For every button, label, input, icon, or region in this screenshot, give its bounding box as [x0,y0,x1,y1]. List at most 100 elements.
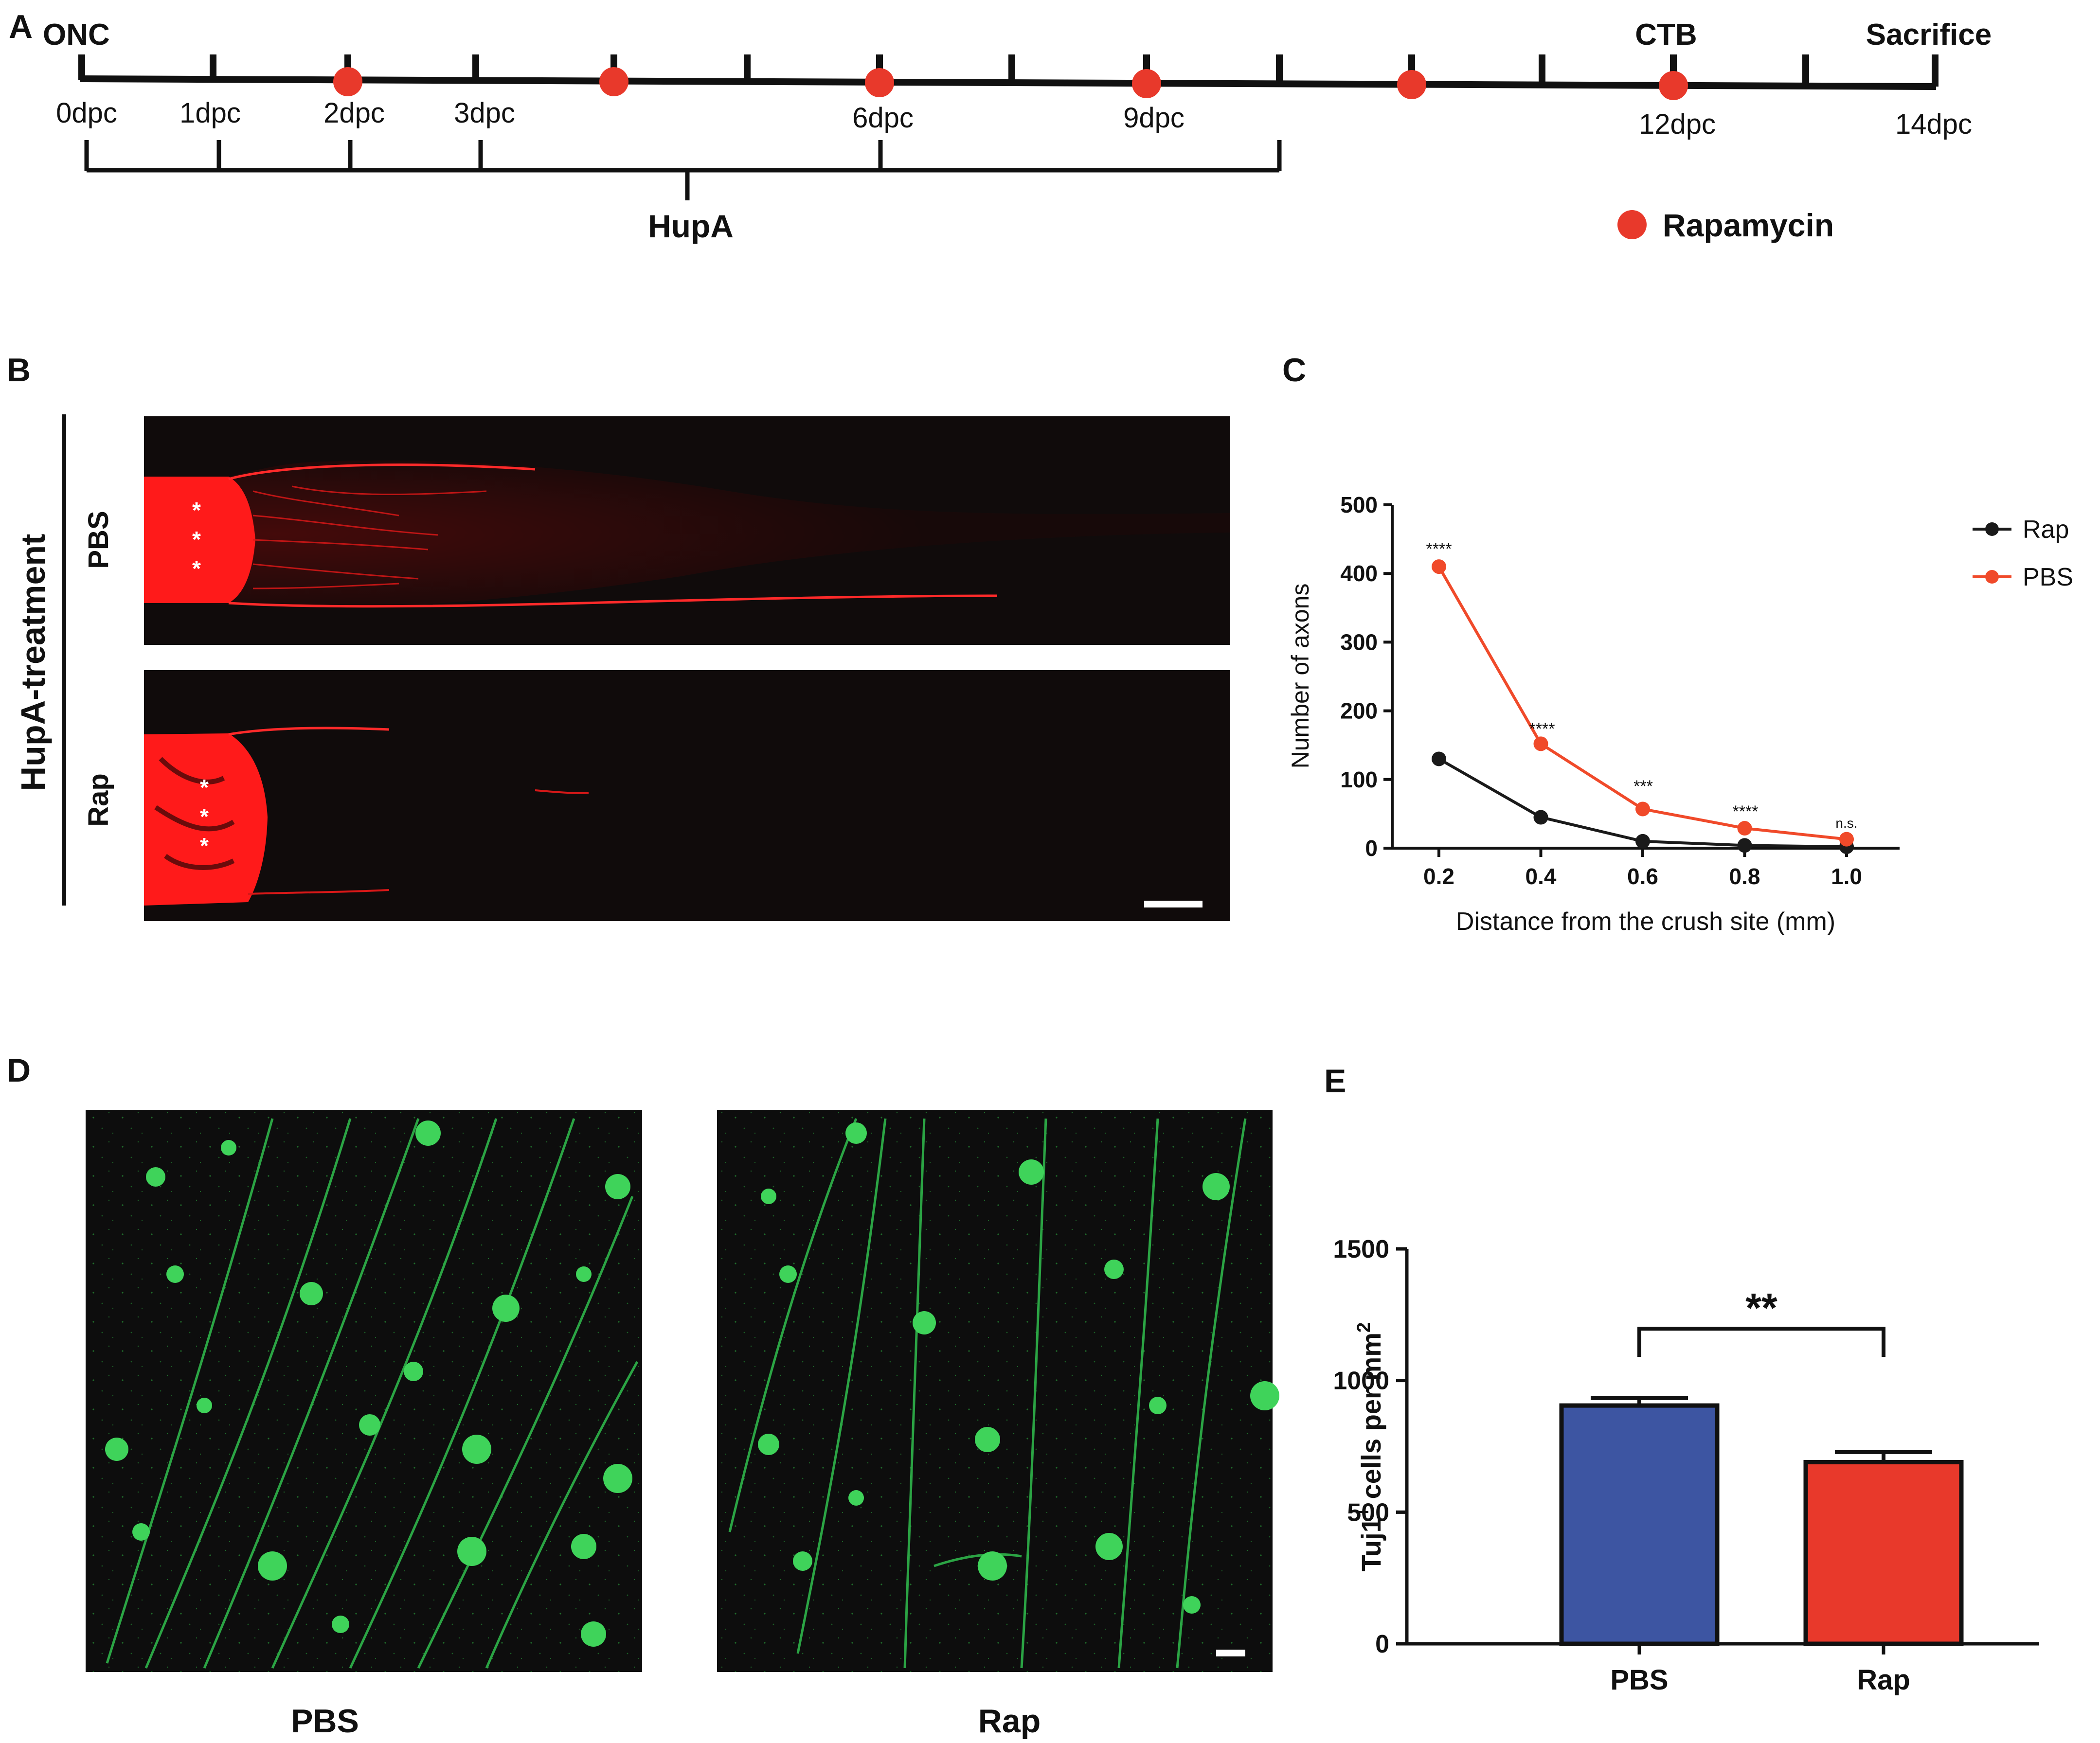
hupa-bracket [84,140,1282,200]
svg-text:*: * [192,498,201,523]
c-series [1432,559,1854,854]
c-point-rap [1635,834,1650,849]
c-x-tick-label: 0.2 [1423,864,1454,889]
timeline-start-label: ONC [43,18,110,52]
day-label: 2dpc [323,97,385,129]
micrograph-pbs-green [86,1110,642,1672]
panel-e: E 0 500 1000 1500 PBS Rap Tuj1+ cells per mm… [1324,1063,2039,1696]
e-y-tick-label: 500 [1347,1498,1389,1527]
c-point-pbs [1533,736,1548,751]
panel-letter-a: A [9,8,33,45]
e-bars [1559,1396,1964,1646]
day-label: 14dpc [1895,108,1972,140]
treatment-label: HupA-treatment [14,534,52,791]
c-series-line-pbs [1437,566,1847,841]
legend-marker-rap [1985,522,1999,536]
c-x-ticks: 0.2 0.4 0.6 0.8 1.0 [1423,848,1862,889]
c-y-tick-label: 500 [1340,492,1378,517]
svg-text:*: * [200,833,209,858]
crush-site-asterisks-rap: * * * [200,775,209,858]
scale-bar-green [1216,1650,1245,1656]
scale-bar [1144,901,1203,907]
e-ylabel-rest: cells per mm [1356,1333,1386,1507]
e-ylabel-main: Tuj1 [1356,1517,1386,1571]
micrograph-rap-green [717,1110,1279,1672]
c-y-axis-label: Number of axons [1287,584,1314,769]
micrograph-pbs-red: * * * [144,416,1230,645]
svg-text:*: * [192,556,201,581]
row-label-pbs: PBS [83,511,114,569]
c-point-rap [1737,838,1752,853]
panel-letter-b: B [7,352,31,389]
e-x-tick-label: PBS [1610,1664,1668,1696]
c-point-rap [1533,810,1548,825]
panel-letter-e: E [1324,1063,1346,1100]
e-y-ticks: 0 500 1000 1500 [1333,1235,1407,1658]
c-y-tick-label: 400 [1340,561,1378,586]
c-x-axis-label: Distance from the crush site (mm) [1456,907,1835,936]
day-label: 12dpc [1639,108,1716,140]
timeline-day-labels: 0dpc 1dpc 2dpc 3dpc 6dpc 9dpc 12dpc 14dp… [56,97,1972,140]
day-label: 6dpc [852,102,914,134]
timeline-ctb-label: CTB [1635,18,1697,52]
timeline-end-label: Sacrifice [1866,18,1992,52]
e-y-tick-label: 0 [1375,1630,1389,1658]
e-x-tick-label: Rap [1857,1664,1910,1696]
crush-site-asterisks: * * * [192,498,201,581]
panel-a: A ONC CTB Sacrifice [9,8,1992,244]
svg-text:*: * [192,527,201,552]
legend-marker-pbs [1985,570,1999,584]
rapamycin-legend-label: Rapamycin [1663,207,1834,243]
e-ylabel-sup: + [1354,1507,1374,1517]
rapamycin-legend-marker [1617,210,1647,239]
sig-label: *** [1633,777,1653,796]
d-label-pbs: PBS [291,1703,359,1740]
svg-text:*: * [200,804,209,829]
day-label: 9dpc [1123,102,1185,134]
c-point-pbs [1432,559,1446,574]
svg-text:*: * [200,775,209,800]
panel-d: D [7,1052,1279,1740]
sig-label: **** [1426,540,1452,558]
panel-letter-c: C [1282,352,1306,389]
day-label: 3dpc [454,97,515,129]
c-x-tick-label: 1.0 [1831,864,1862,889]
e-ylabel-sup2: 2 [1354,1322,1374,1333]
timeline-axis [80,75,1937,90]
legend-label-rap: Rap [2023,516,2069,544]
c-point-pbs [1839,832,1854,847]
d-label-rap: Rap [978,1703,1041,1740]
c-point-pbs [1737,821,1752,836]
c-y-tick-label: 300 [1340,629,1378,655]
sig-label: **** [1529,720,1555,738]
e-significance-label: ** [1745,1285,1777,1331]
day-label: 1dpc [179,97,241,129]
rapamycin-markers [333,67,1688,100]
e-significance-bracket [1637,1327,1885,1357]
c-significance: **** **** *** **** n.s. [1426,540,1858,831]
e-y-axis-label: Tuj1+ cells per mm2 [1354,1322,1386,1571]
sig-label: **** [1733,802,1759,821]
c-y-tick-label: 100 [1340,767,1378,792]
c-x-tick-label: 0.8 [1729,864,1760,889]
c-y-ticks: 0 100 200 300 400 500 [1340,492,1392,861]
e-bar-rap [1803,1459,1964,1646]
c-y-tick-label: 200 [1340,698,1378,724]
panel-c: C 0 100 200 300 400 500 0.2 0.4 0.6 0.8 1.0 Numbe… [1282,352,2073,936]
c-point-rap [1432,751,1446,766]
e-bar-pbs [1559,1403,1720,1646]
sig-label: n.s. [1835,816,1857,831]
c-x-tick-label: 0.4 [1526,864,1557,889]
legend-label-pbs: PBS [2023,563,2073,591]
c-y-tick-label: 0 [1365,836,1378,861]
e-y-tick-label: 1000 [1333,1367,1389,1395]
c-legend: Rap PBS [1973,516,2073,591]
hupa-label: HupA [648,208,734,244]
day-label: 0dpc [56,97,117,129]
e-y-tick-label: 1500 [1333,1235,1389,1263]
row-label-rap: Rap [83,773,114,827]
panel-b: B HupA-treatment PBS Rap * * * [7,352,1230,921]
c-point-pbs [1635,801,1650,817]
micrograph-rap-red: * * * [144,670,1230,921]
